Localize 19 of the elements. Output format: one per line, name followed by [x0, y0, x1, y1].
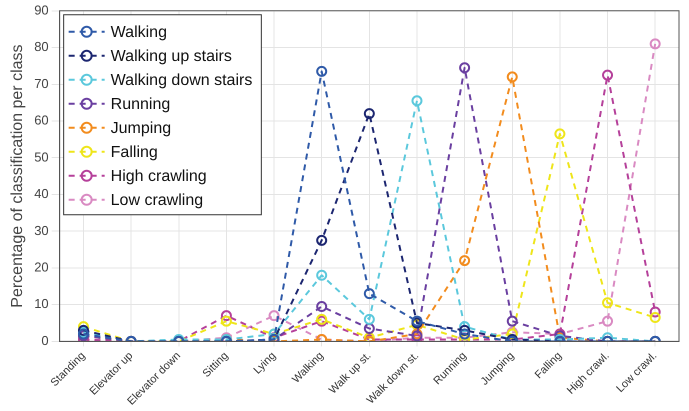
y-tick-label: 80 — [34, 39, 49, 54]
legend-label: Falling — [110, 144, 158, 162]
y-tick-label: 30 — [34, 222, 49, 238]
y-axis-title: Percentage of classification per class — [9, 44, 26, 308]
y-tick-label: 40 — [34, 186, 49, 202]
y-tick-label: 20 — [34, 259, 49, 274]
legend-label: High crawling — [110, 168, 207, 186]
legend-label: Walking up stairs — [110, 48, 232, 66]
y-tick-label: 0 — [41, 332, 49, 348]
legend-label: Jumping — [110, 120, 172, 138]
y-tick-label: 70 — [34, 76, 49, 91]
legend-label: Walking down stairs — [110, 72, 252, 90]
y-tick-label: 50 — [34, 149, 49, 164]
y-tick-label: 60 — [34, 112, 49, 128]
legend-label: Low crawling — [110, 192, 204, 210]
y-tick-label: 10 — [34, 296, 49, 312]
legend-label: Walking — [110, 24, 167, 42]
y-tick-label: 90 — [34, 2, 49, 18]
legend-label: Running — [110, 96, 170, 114]
